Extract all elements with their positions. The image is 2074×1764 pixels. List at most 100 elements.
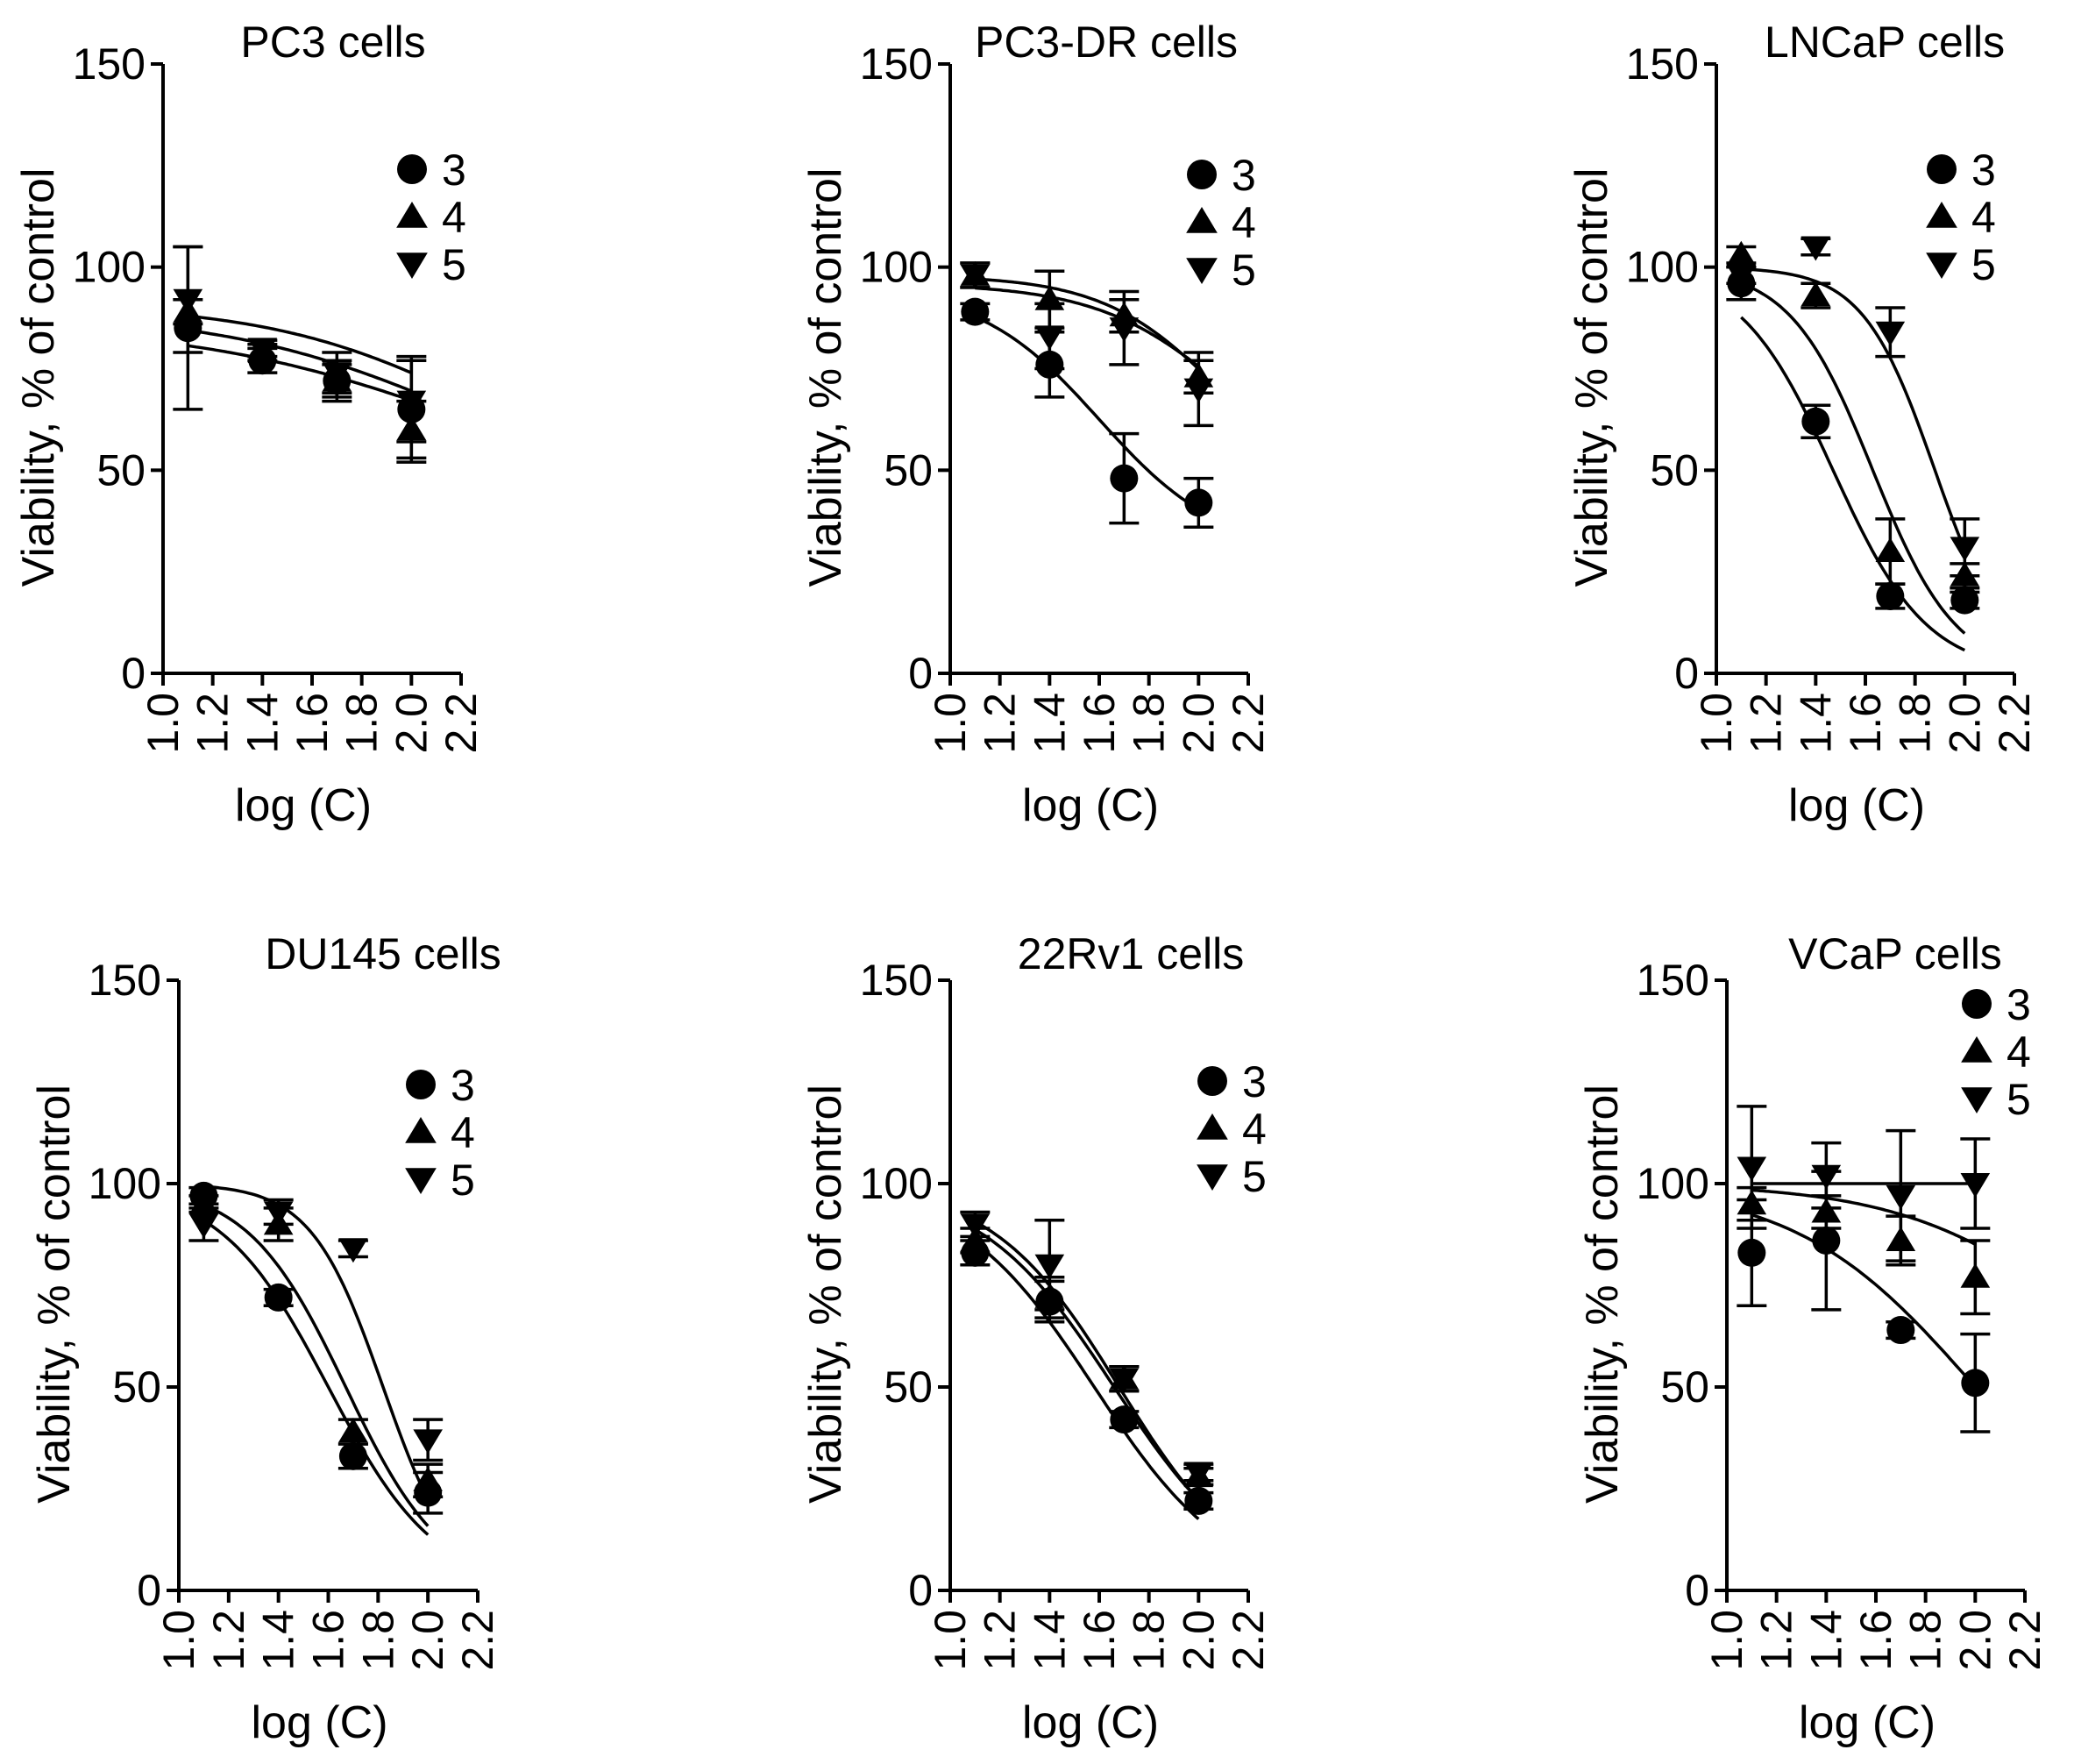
fit-curve-series-3 xyxy=(202,1219,430,1536)
legend-label: 3 xyxy=(442,146,466,195)
data-point-series-5 xyxy=(1034,325,1065,351)
legend-label: 5 xyxy=(1971,240,1996,289)
data-point-series-5 xyxy=(413,1429,443,1455)
chart-title: PC3 cells xyxy=(240,18,425,67)
y-tick-label: 100 xyxy=(89,1159,161,1208)
y-tick-label: 150 xyxy=(73,39,146,89)
x-tick-label: 1.2 xyxy=(976,693,1025,754)
data-point-series-3 xyxy=(1876,581,1905,610)
legend-marker-5 xyxy=(1197,1164,1228,1191)
x-tick-label: 2.2 xyxy=(2000,1610,2049,1671)
fit-curve-series-3 xyxy=(974,315,1200,511)
x-tick-label: 2.0 xyxy=(1174,1610,1223,1671)
fit-curve-series-3 xyxy=(188,344,412,402)
legend-marker-4 xyxy=(1961,1036,1992,1063)
y-tick-label: 150 xyxy=(860,39,933,89)
data-point-series-3 xyxy=(1950,586,1979,615)
legend-marker-3 xyxy=(397,154,427,184)
x-tick-label: 1.6 xyxy=(1841,693,1890,754)
chart-title: PC3-DR cells xyxy=(975,18,1238,67)
x-tick-label: 1.2 xyxy=(1752,1610,1801,1671)
fit-curve-series-3 xyxy=(1751,1213,1977,1389)
data-point-series-3 xyxy=(1812,1226,1841,1255)
legend-label: 3 xyxy=(451,1061,475,1110)
data-point-series-3 xyxy=(1886,1316,1915,1345)
x-tick-label: 1.0 xyxy=(926,693,975,754)
data-point-series-5 xyxy=(1960,1173,1991,1198)
legend-marker-4 xyxy=(405,1117,437,1143)
legend: 345 xyxy=(1926,146,1996,289)
fit-curve-series-5 xyxy=(188,314,413,374)
data-point-series-5 xyxy=(1183,1462,1214,1487)
y-axis-label: Viability, % of control xyxy=(13,168,64,587)
y-axis-label: Viability, % of control xyxy=(800,168,851,587)
legend-label: 4 xyxy=(442,193,466,242)
legend-label: 5 xyxy=(1242,1152,1267,1201)
y-tick-label: 150 xyxy=(1626,39,1699,89)
fit-curve-series-4 xyxy=(1751,1188,1977,1246)
legend-marker-3 xyxy=(406,1070,436,1099)
x-tick-label: 2.2 xyxy=(453,1610,502,1671)
data-point-series-5 xyxy=(1726,264,1757,289)
data-point-series-5 xyxy=(263,1201,294,1227)
x-tick-label: 1.6 xyxy=(304,1610,353,1671)
x-tick-label: 1.8 xyxy=(353,1610,402,1671)
data-point-series-4 xyxy=(413,1466,443,1491)
y-tick-label: 50 xyxy=(1660,1362,1709,1412)
legend-label: 5 xyxy=(451,1156,475,1205)
x-tick-label: 2.0 xyxy=(1940,693,1989,754)
legend-label: 3 xyxy=(1242,1057,1267,1106)
y-tick-label: 0 xyxy=(908,649,933,698)
x-tick-label: 1.8 xyxy=(1125,1610,1174,1671)
fit-curve-series-5 xyxy=(203,1184,430,1500)
legend-label: 4 xyxy=(2007,1028,2031,1077)
data-point-series-5 xyxy=(173,288,203,314)
x-tick-label: 1.2 xyxy=(188,693,238,754)
y-tick-label: 150 xyxy=(89,956,161,1005)
legend: 345 xyxy=(1961,980,2031,1124)
data-point-series-5 xyxy=(1811,1164,1842,1190)
x-tick-label: 1.8 xyxy=(1125,693,1174,754)
data-point-series-5 xyxy=(338,1238,368,1263)
fit-curve-series-4 xyxy=(975,277,1200,371)
legend-marker-4 xyxy=(1926,202,1957,228)
chart-panel-1: PC3 cells 0 50 100 150 1.0 1.2 1.4 1.6 1.8 2.0 2.2 l… xyxy=(13,18,486,831)
data-point-series-3 xyxy=(1184,488,1213,517)
legend-label: 3 xyxy=(1971,146,1996,195)
legend-label: 4 xyxy=(1232,198,1256,247)
x-tick-label: 2.2 xyxy=(1990,693,2039,754)
y-axis-label: Viability, % of control xyxy=(800,1085,851,1504)
y-tick-label: 100 xyxy=(1626,243,1699,292)
legend-label: 3 xyxy=(2007,980,2031,1029)
data-point-series-5 xyxy=(247,338,278,363)
legend-label: 5 xyxy=(2007,1075,2031,1124)
x-tick-label: 2.0 xyxy=(387,693,436,754)
chart-title: LNCaP cells xyxy=(1765,18,2005,67)
data-point-series-5 xyxy=(1109,317,1140,343)
x-tick-label: 1.8 xyxy=(1891,693,1940,754)
legend-marker-3 xyxy=(1187,160,1217,189)
x-tick-label: 1.8 xyxy=(1901,1610,1950,1671)
x-tick-label: 1.6 xyxy=(1075,1610,1124,1671)
data-point-series-3 xyxy=(1110,1405,1139,1434)
fit-curve-series-4 xyxy=(188,328,412,393)
legend-label: 3 xyxy=(1232,151,1256,200)
y-tick-label: 50 xyxy=(1650,445,1699,494)
data-point-series-4 xyxy=(1875,537,1906,562)
x-axis-label: log (C) xyxy=(1022,1697,1159,1748)
data-point-series-5 xyxy=(1183,378,1214,403)
x-axis-label: log (C) xyxy=(235,780,372,831)
x-axis-label: log (C) xyxy=(1022,780,1159,831)
fit-curve-series-3 xyxy=(974,1241,1200,1520)
legend-marker-4 xyxy=(396,202,428,228)
x-tick-label: 1.6 xyxy=(288,693,337,754)
y-tick-label: 150 xyxy=(860,956,933,1005)
y-tick-label: 100 xyxy=(73,243,146,292)
data-point-series-4 xyxy=(1801,281,1831,307)
data-point-series-3 xyxy=(1184,1486,1213,1515)
legend-marker-5 xyxy=(1926,253,1957,279)
fit-curve-series-4 xyxy=(1740,281,1966,635)
x-tick-label: 2.2 xyxy=(1224,1610,1273,1671)
x-tick-label: 1.4 xyxy=(1025,1610,1074,1671)
